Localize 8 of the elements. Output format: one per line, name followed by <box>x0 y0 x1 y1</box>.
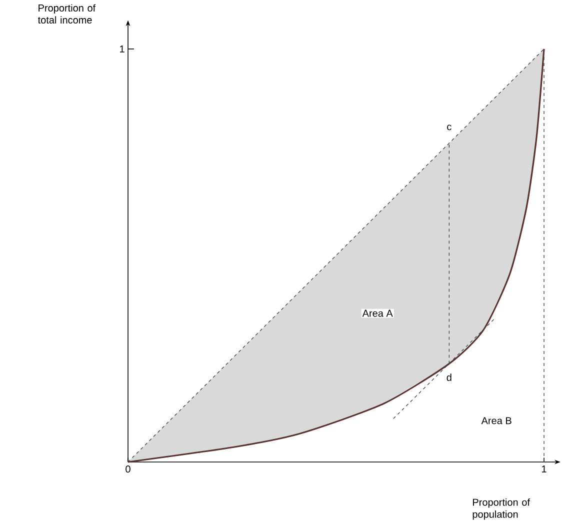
annotation: d <box>446 374 452 381</box>
x-axis-title: Proportion of population <box>472 498 530 520</box>
annotation: Area B <box>481 417 512 424</box>
text: 1 <box>120 46 124 52</box>
y-axis-title: Proportion of total income <box>38 4 96 24</box>
annotation: c <box>447 124 452 130</box>
annotation: Area A <box>362 310 393 317</box>
x-tick-label: 0 <box>126 466 130 473</box>
